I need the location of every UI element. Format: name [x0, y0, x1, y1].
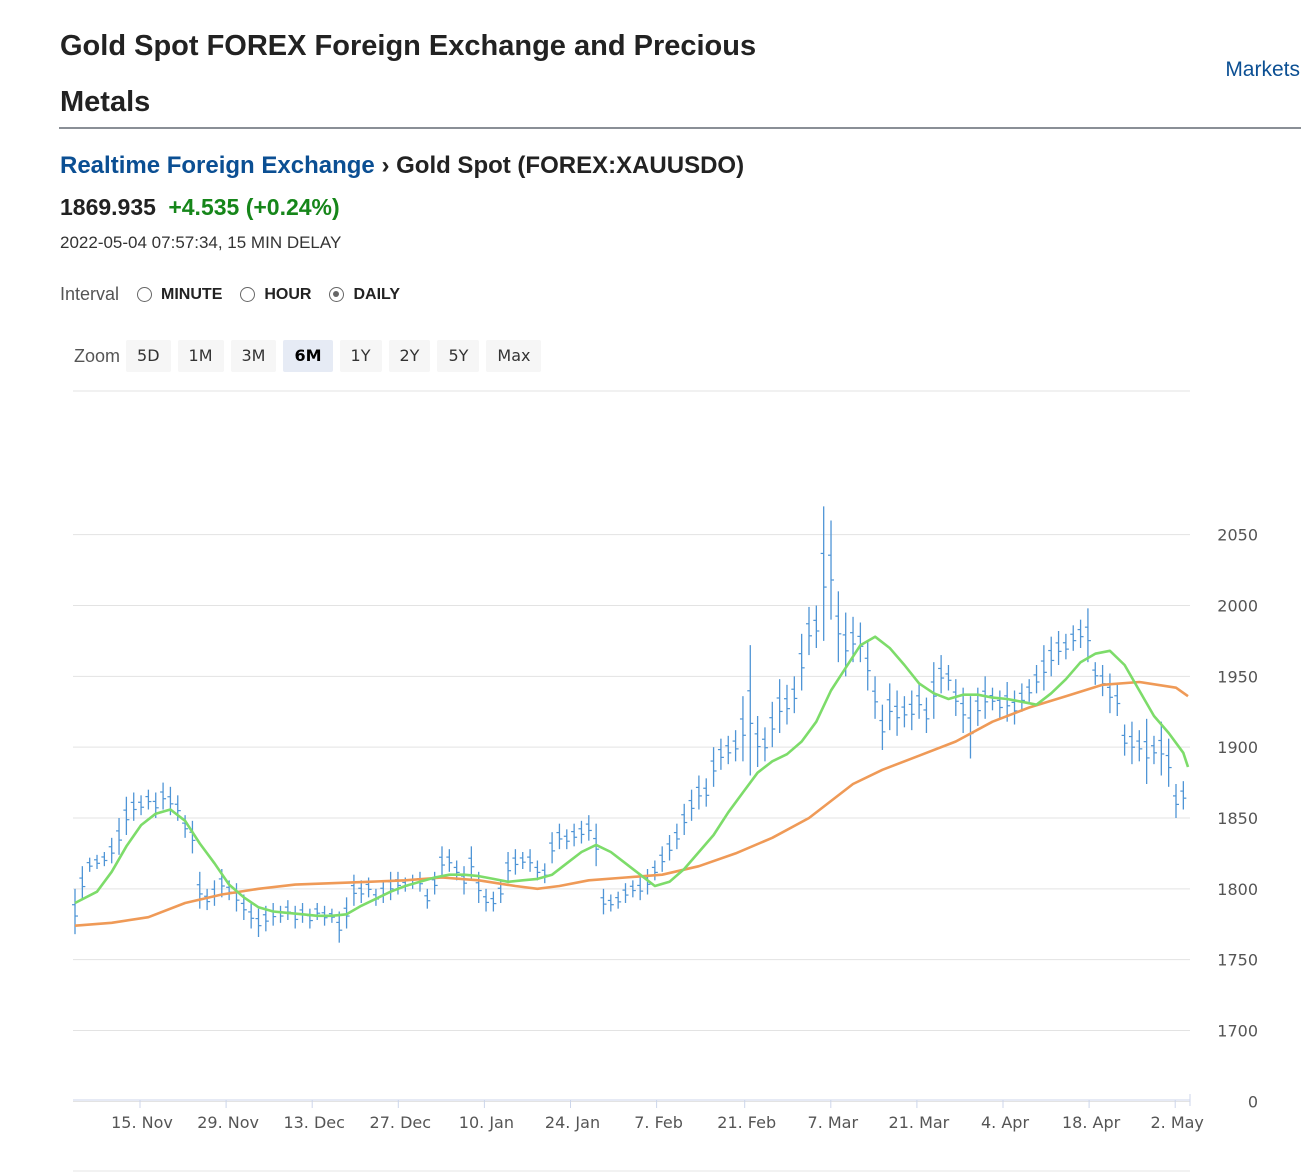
breadcrumb-current: Gold Spot (FOREX:XAUUSDO): [396, 152, 745, 179]
x-tick-label: 21. Mar: [889, 1113, 950, 1132]
x-tick-label: 2. May: [1150, 1113, 1203, 1132]
moving-average-short-line: [74, 635, 1190, 918]
interval-option-hour[interactable]: HOUR: [240, 286, 311, 304]
zoom-label: Zoom: [74, 345, 121, 366]
header-divider: [59, 127, 1301, 129]
zoom-button-1m[interactable]: 1M: [177, 340, 224, 372]
x-tick-label: 4. Apr: [981, 1113, 1029, 1132]
interval-option-minute[interactable]: MINUTE: [137, 286, 222, 304]
x-axis: 15. Nov 29. Nov 13. Dec 27. Dec 10. Jan 24. J…: [73, 1094, 1204, 1172]
zoom-button-5d[interactable]: 5D: [126, 340, 171, 372]
y-tick-label: 2050: [1217, 526, 1258, 545]
interval-option-label: HOUR: [264, 285, 312, 303]
x-tick-label: 13. Dec: [283, 1113, 345, 1132]
zoom-button-3m[interactable]: 3M: [230, 340, 277, 372]
x-tick-label: 7. Mar: [808, 1113, 859, 1132]
interval-selector: Interval MINUTE HOUR DAILY: [60, 284, 418, 305]
radio-selected-icon[interactable]: [329, 287, 345, 302]
x-tick-label: 27. Dec: [370, 1113, 432, 1132]
zoom-button-6m[interactable]: 6M: [283, 340, 333, 372]
chart-grid: [73, 390, 1190, 1103]
interval-label: Interval: [60, 284, 120, 304]
y-tick-label: 1850: [1217, 809, 1258, 828]
breadcrumb-parent-link[interactable]: Realtime Foreign Exchange: [60, 152, 375, 179]
zoom-button-max[interactable]: Max: [486, 340, 542, 372]
y-tick-label: 0: [1248, 1093, 1258, 1112]
markets-link[interactable]: Markets: [1225, 58, 1300, 81]
radio-icon[interactable]: [137, 287, 153, 302]
x-tick-label: 18. Apr: [1062, 1113, 1121, 1132]
y-tick-label: 1750: [1217, 951, 1258, 970]
zoom-button-5y[interactable]: 5Y: [437, 340, 480, 372]
quote: 1869.935 +4.535 (+0.24%): [60, 194, 340, 221]
breadcrumb-separator: ›: [381, 152, 390, 179]
quote-change: +4.535 (+0.24%): [168, 194, 340, 220]
x-tick-label: 15. Nov: [111, 1113, 173, 1132]
x-tick-label: 10. Jan: [459, 1113, 514, 1132]
y-axis: 2050 2000 1950 1900 1850 1800 1750 1700 0: [1217, 526, 1258, 1112]
zoom-button-2y[interactable]: 2Y: [388, 340, 431, 372]
y-tick-label: 1800: [1217, 880, 1258, 899]
hl-bars-series: [72, 506, 1187, 943]
radio-icon[interactable]: [240, 287, 256, 302]
quote-timestamp: 2022-05-04 07:57:34, 15 MIN DELAY: [60, 233, 342, 252]
y-tick-label: 1950: [1217, 667, 1258, 686]
x-tick-label: 21. Feb: [717, 1113, 776, 1132]
y-tick-label: 1700: [1217, 1022, 1258, 1041]
y-tick-label: 2000: [1217, 596, 1258, 615]
page-title: Gold Spot FOREX Foreign Exchange and Pre…: [60, 30, 757, 118]
x-tick-label: 7. Feb: [634, 1113, 683, 1132]
moving-average-lines: [74, 635, 1190, 927]
zoom-selector: Zoom 5D 1M 3M 6M 1Y 2Y 5Y Max: [74, 340, 548, 372]
breadcrumb: Realtime Foreign Exchange › Gold Spot (F…: [60, 152, 744, 180]
interval-option-daily[interactable]: DAILY: [329, 286, 400, 304]
quote-price: 1869.935: [60, 194, 156, 220]
price-chart[interactable]: 15. Nov 29. Nov 13. Dec 27. Dec 10. Jan 24. J…: [0, 380, 1301, 1173]
x-tick-label: 24. Jan: [545, 1113, 600, 1132]
y-tick-label: 1900: [1217, 738, 1258, 757]
interval-option-label: DAILY: [353, 285, 400, 303]
zoom-button-1y[interactable]: 1Y: [339, 340, 382, 372]
interval-option-label: MINUTE: [161, 285, 223, 303]
x-tick-label: 29. Nov: [197, 1113, 259, 1132]
